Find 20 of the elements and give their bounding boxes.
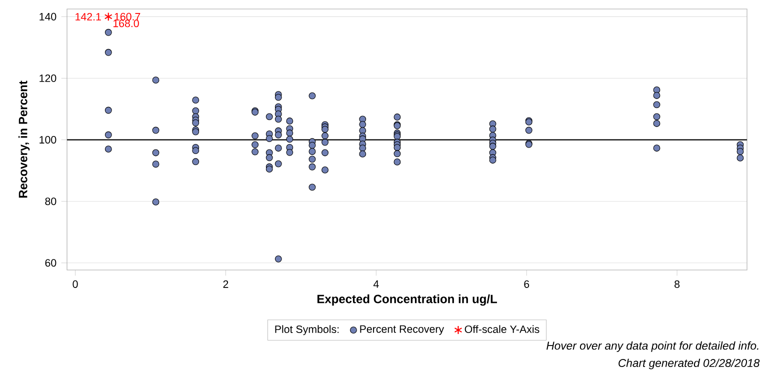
y-axis-title: Recovery, in Percent <box>18 80 30 198</box>
x-tick-label: 4 <box>373 280 379 288</box>
annotation: 168.0 <box>113 20 139 28</box>
x-axis-title: Expected Concentration in ug/L <box>317 294 497 306</box>
y-tick-label: 120 <box>40 74 56 82</box>
annotation: 160.7 <box>114 12 140 20</box>
text: Chart generated 02/28/2018 <box>618 358 760 370</box>
legend-title: Plot Symbols: <box>275 325 339 336</box>
x-tick-label: 0 <box>72 280 78 288</box>
legend-label: Percent Recovery <box>360 325 444 335</box>
y-tick-label: 100 <box>40 136 56 144</box>
legend-label: Off-scale Y-Axis <box>464 325 540 334</box>
x-tick-label: 8 <box>674 280 680 288</box>
text: Hover over any data point for detailed info. <box>546 341 758 352</box>
x-tick-label: 2 <box>223 280 228 288</box>
annotation: 142.1 <box>76 12 101 20</box>
y-tick-label: 140 <box>40 12 56 20</box>
y-tick-label: 60 <box>45 259 56 267</box>
x-tick-label: 6 <box>524 280 530 288</box>
y-tick-label: 80 <box>45 198 56 206</box>
